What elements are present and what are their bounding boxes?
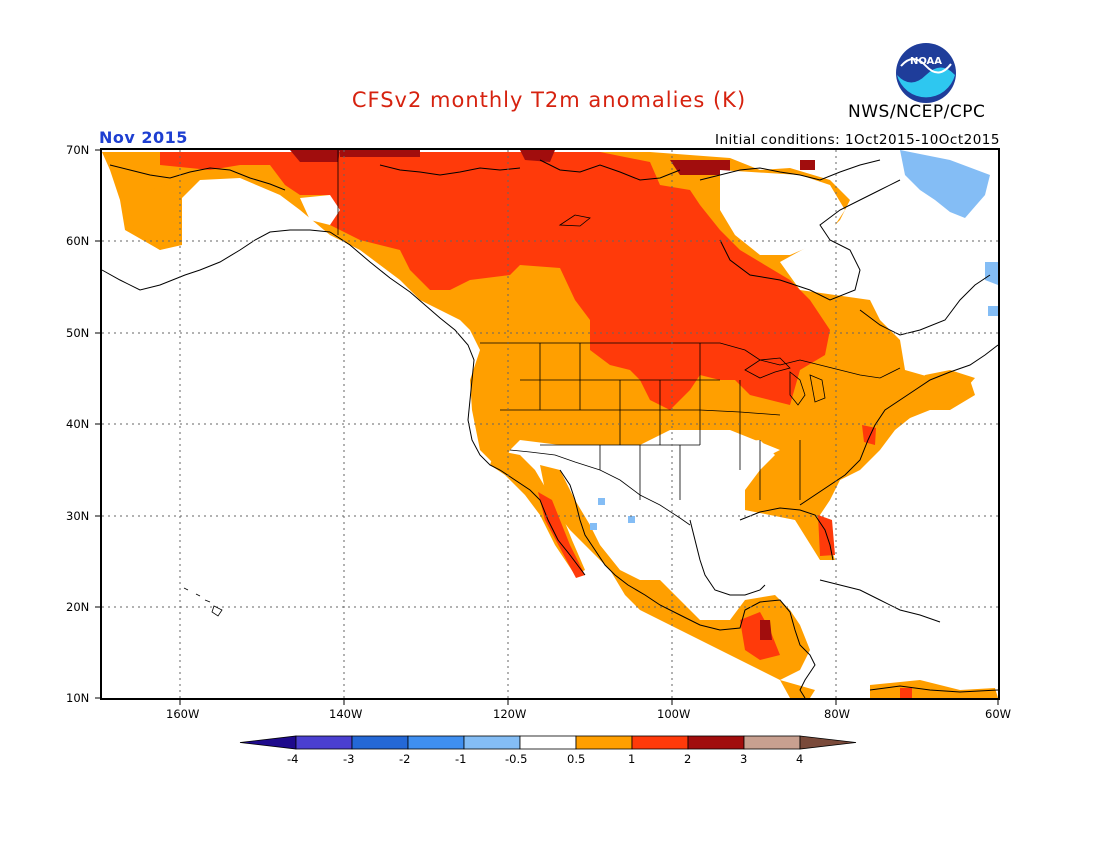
colorbar-label: 4 <box>796 752 804 766</box>
colorbar-segment <box>631 735 689 750</box>
lat-label-10n: 10N <box>66 691 90 705</box>
colorbar-label: 1 <box>628 752 636 766</box>
colorbar-segment <box>239 735 297 750</box>
hawaii-islands <box>183 587 223 617</box>
svg-text:NOAA: NOAA <box>910 56 942 67</box>
colorbar <box>239 735 857 750</box>
graticule <box>102 150 998 698</box>
agency-label: NWS/NCEP/CPC <box>848 102 986 122</box>
lon-label-140w: 140W <box>329 707 363 721</box>
lat-label-50n: 50N <box>66 326 90 340</box>
political-borders <box>337 150 901 526</box>
colorbar-label: 2 <box>684 752 692 766</box>
anomaly-fields <box>102 150 998 698</box>
colorbar-label: -4 <box>287 752 299 766</box>
colorbar-segment <box>295 735 353 750</box>
axis-ticks <box>95 149 999 705</box>
forecast-month: Nov 2015 <box>99 128 188 147</box>
colorbar-label: 0.5 <box>567 752 586 766</box>
colorbar-segment <box>575 735 633 750</box>
colorbar-label: -0.5 <box>505 752 528 766</box>
colorbar-segment <box>463 735 521 750</box>
colorbar-segment <box>687 735 745 750</box>
lon-label-80w: 80W <box>824 707 851 721</box>
noaa-logo-icon: NOAA <box>896 43 956 103</box>
colorbar-segment <box>799 735 857 750</box>
lat-label-30n: 30N <box>66 509 90 523</box>
lat-label-60n: 60N <box>66 234 90 248</box>
coastlines <box>101 159 999 699</box>
lon-label-60w: 60W <box>985 707 1012 721</box>
colorbar-segment <box>407 735 465 750</box>
colorbar-segment <box>351 735 409 750</box>
lat-label-40n: 40N <box>66 417 90 431</box>
initial-conditions: Initial conditions: 1Oct2015-10Oct2015 <box>715 132 1000 148</box>
lon-label-100w: 100W <box>657 707 691 721</box>
lat-label-20n: 20N <box>66 600 90 614</box>
colorbar-label: -3 <box>343 752 355 766</box>
lon-label-160w: 160W <box>166 707 200 721</box>
map-title: CFSv2 monthly T2m anomalies (K) <box>351 88 747 112</box>
colorbar-label: -2 <box>399 752 411 766</box>
colorbar-label: -1 <box>455 752 467 766</box>
colorbar-segment <box>519 735 577 750</box>
lat-label-70n: 70N <box>66 143 90 157</box>
colorbar-label: 3 <box>740 752 748 766</box>
colorbar-segment <box>743 735 801 750</box>
lon-label-120w: 120W <box>493 707 527 721</box>
lakes <box>558 214 826 406</box>
